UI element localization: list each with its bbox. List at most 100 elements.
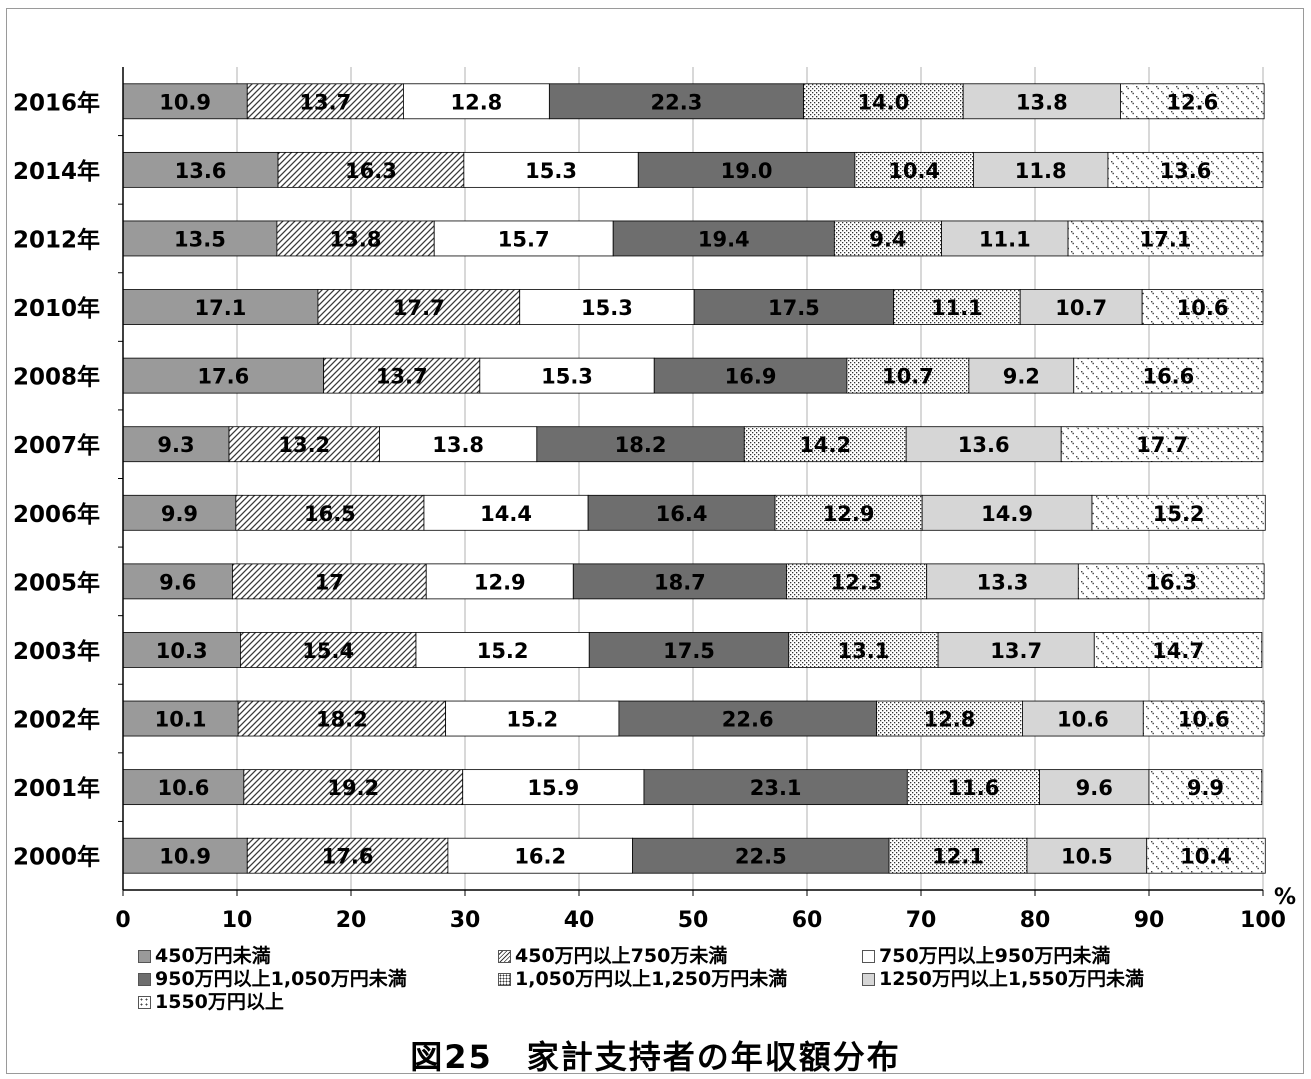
category-label: 2003年: [13, 638, 100, 665]
x-tick-label: 0: [115, 908, 130, 933]
data-label: 13.2: [278, 433, 330, 457]
legend-item: 950万円以上1,050万円未満: [138, 968, 498, 991]
data-label: 14.0: [857, 90, 909, 114]
legend-item: 450万円以上750万未満: [498, 945, 862, 968]
category-label: 2007年: [13, 432, 100, 459]
data-label: 10.9: [159, 845, 211, 869]
bar-segment: [1141, 289, 1264, 325]
data-label: 10.1: [155, 708, 207, 732]
data-label: 13.6: [175, 159, 227, 183]
data-label: 10.9: [159, 90, 211, 114]
bar-segment: [415, 632, 590, 668]
x-unit-label: %: [1274, 885, 1296, 910]
data-label: 12.3: [831, 570, 883, 594]
data-label: 15.4: [302, 639, 354, 663]
data-label: 16.6: [1142, 365, 1194, 389]
bar-segment: [1142, 700, 1265, 737]
data-label: 10.3: [156, 639, 208, 663]
bar-segment: [1093, 632, 1263, 668]
legend-item: 1550万円以上: [138, 991, 498, 1014]
x-tick-label: 50: [678, 908, 709, 933]
data-label: 9.6: [159, 570, 196, 594]
data-label: 17.6: [197, 365, 249, 389]
bar-segment: [519, 289, 695, 325]
category-label: 2014年: [13, 158, 100, 185]
data-label: 11.1: [931, 296, 983, 320]
bar-segment: [122, 83, 248, 120]
bar-segment: [1120, 83, 1265, 120]
legend-label: 750万円以上950万円未満: [879, 945, 1111, 967]
data-label: 13.6: [1160, 159, 1212, 183]
data-label: 15.2: [506, 708, 558, 732]
chart-frame: [6, 8, 1304, 1074]
data-label: 15.2: [477, 639, 529, 663]
data-label: 15.3: [541, 365, 593, 389]
category-label: 2016年: [13, 89, 100, 116]
data-label: 10.5: [1061, 845, 1113, 869]
bar-segment: [788, 632, 939, 668]
bar-segment: [479, 357, 655, 394]
bar-segment: [122, 357, 325, 394]
data-label: 17.6: [322, 845, 374, 869]
data-label: 17.5: [768, 296, 820, 320]
legend-row: 1550万円以上: [138, 991, 1238, 1014]
legend-swatch-solid: [138, 950, 151, 963]
data-label: 10.6: [1177, 296, 1229, 320]
data-label: 13.7: [990, 639, 1042, 663]
data-label: 15.9: [527, 776, 579, 800]
bar-segment: [643, 769, 908, 806]
data-label: 14.9: [981, 502, 1033, 526]
bar-segment: [653, 357, 848, 394]
category-label: 2010年: [13, 295, 100, 322]
data-label: 13.6: [958, 433, 1010, 457]
data-label: 13.8: [1016, 90, 1068, 114]
x-tick-label: 90: [1134, 908, 1165, 933]
bar-segment: [276, 220, 435, 257]
legend-label: 950万円以上1,050万円未満: [155, 968, 407, 990]
category-label: 2005年: [13, 569, 100, 596]
data-label: 16.3: [345, 159, 397, 183]
data-label: 14.4: [480, 502, 532, 526]
data-label: 12.8: [450, 90, 502, 114]
bar-segment: [905, 426, 1062, 463]
legend-swatch-light: [862, 973, 875, 986]
x-tick-label: 100: [1240, 908, 1286, 933]
data-label: 12.6: [1166, 90, 1218, 114]
bar-segment: [237, 700, 447, 737]
bar-segment: [1091, 494, 1266, 531]
bar-segment: [921, 494, 1093, 531]
bar-segment: [968, 357, 1075, 394]
data-label: 12.1: [932, 845, 984, 869]
data-label: 10.4: [1180, 845, 1232, 869]
bar-segment: [447, 837, 633, 874]
bar-segment: [536, 426, 745, 463]
data-label: 22.5: [735, 845, 787, 869]
bar-segment: [1067, 220, 1264, 257]
data-label: 14.2: [799, 433, 851, 457]
data-label: 14.7: [1152, 639, 1204, 663]
data-label: 17: [315, 570, 344, 594]
category-label: 2008年: [13, 364, 100, 391]
data-label: 18.2: [615, 433, 667, 457]
x-tick-label: 40: [564, 908, 595, 933]
data-label: 15.2: [1153, 502, 1205, 526]
data-label: 19.2: [327, 776, 379, 800]
bar-segment: [876, 700, 1023, 737]
data-label: 9.4: [869, 227, 906, 251]
legend-label: 1550万円以上: [155, 991, 284, 1013]
data-label: 9.2: [1003, 365, 1040, 389]
data-label: 23.1: [750, 776, 802, 800]
data-label: 16.3: [1145, 570, 1197, 594]
category-label: 2006年: [13, 501, 100, 528]
data-label: 13.8: [432, 433, 484, 457]
category-label: 2000年: [13, 844, 100, 871]
legend-label: 1,050万円以上1,250万円未満: [515, 968, 788, 990]
legend-item: 450万円未満: [138, 945, 498, 968]
legend-row: 950万円以上1,050万円未満 1,050万円以上1,250万円未満 1250万円…: [138, 968, 1238, 991]
bar-segment: [1077, 563, 1265, 600]
data-label: 15.3: [581, 296, 633, 320]
data-label: 11.6: [948, 776, 1000, 800]
data-label: 12.9: [474, 570, 526, 594]
bar-segment: [632, 837, 890, 874]
